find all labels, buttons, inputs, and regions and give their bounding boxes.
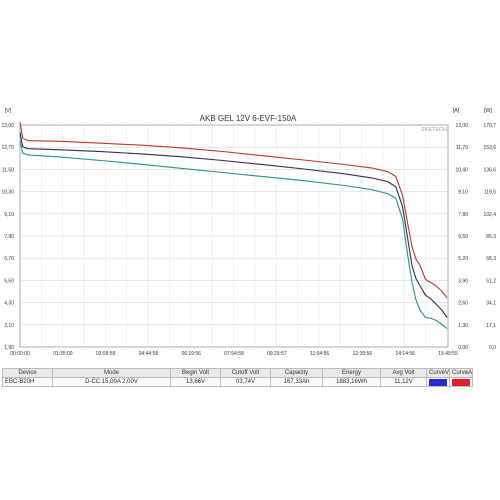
curve-a-color-swatch[interactable] bbox=[452, 378, 470, 386]
current-axis-tick-label: 13,00 bbox=[455, 123, 468, 129]
cell-energy: 1883,16Wh bbox=[322, 377, 381, 387]
current-axis-tick-label: 3,90 bbox=[458, 278, 468, 284]
cell-begin-volt: 13,66V bbox=[170, 377, 221, 387]
x-axis-tick-label: 12:39:56 bbox=[353, 351, 373, 357]
cell-cutoff-volt: 03,74V bbox=[220, 377, 271, 387]
cell-mode: D-CC 15,00A 2,00V bbox=[52, 377, 171, 387]
current-axis-tick-label: 11,70 bbox=[456, 145, 468, 151]
left-axis-tick-label: 13,00 bbox=[1, 123, 14, 129]
cell-device: EBC-B20H bbox=[2, 377, 53, 387]
info-table-row: EBC-B20H D-CC 15,00A 2,00V 13,66V 03,74V… bbox=[2, 377, 473, 387]
x-axis-tick-label: 07:54:58 bbox=[224, 351, 244, 357]
left-axis-tick-label: 3,10 bbox=[4, 323, 14, 329]
x-axis-tick-label: 01:35:00 bbox=[53, 351, 73, 357]
power-axis-tick-label: 119,5 bbox=[484, 190, 496, 196]
left-axis-tick-label: 10,30 bbox=[1, 190, 14, 196]
power-axis-tick-label: 34,1 bbox=[486, 301, 496, 307]
power-axis-tick-label: 0,0 bbox=[489, 345, 496, 351]
grid-layer bbox=[19, 124, 449, 348]
left-axis-tick-label: 12,70 bbox=[1, 145, 14, 151]
current-axis-tick-label: 10,40 bbox=[455, 167, 468, 173]
current-axis-tick-label: 2,60 bbox=[458, 301, 468, 307]
current-axis-tick-label: 7,80 bbox=[458, 212, 468, 218]
info-table: Device Mode Begin Volt Cutoff Volt Capac… bbox=[2, 368, 473, 387]
power-axis-tick-label: 17,1 bbox=[486, 323, 496, 329]
current-axis-unit: [A] bbox=[453, 108, 460, 114]
x-axis-tick-label: 14:14:56 bbox=[395, 351, 415, 357]
chart-title: AKB GEL 12V 6-EVF-150A bbox=[200, 114, 297, 123]
left-axis-tick-label: 11,50 bbox=[2, 167, 14, 173]
header-avg-volt: Avg Volt bbox=[380, 368, 427, 378]
header-begin-volt: Begin Volt bbox=[170, 368, 221, 378]
axis-layer: 13,00 13,00 170,7 12,70 11,70 153,6 11,50 10,40… bbox=[1, 123, 496, 357]
cell-curve-v-swatch[interactable] bbox=[426, 377, 450, 387]
power-axis-tick-label: 102,4 bbox=[483, 212, 496, 218]
left-axis-tick-label: 7,90 bbox=[4, 234, 14, 240]
header-capacity: Capacity bbox=[270, 368, 323, 378]
series-layer bbox=[19, 122, 448, 330]
current-axis-tick-label: 9,10 bbox=[458, 190, 468, 196]
x-axis-tick-label: 11:04:56 bbox=[310, 351, 329, 357]
series-line-2 bbox=[19, 132, 448, 318]
x-axis-tick-label: 03:09:59 bbox=[96, 351, 116, 357]
left-axis-tick-label: 6,70 bbox=[4, 256, 14, 262]
header-energy: Energy bbox=[322, 368, 381, 378]
power-axis-tick-label: 85,3 bbox=[486, 234, 496, 240]
left-axis-tick-label: 1,90 bbox=[4, 345, 14, 351]
header-curve-a: CurveA bbox=[449, 368, 473, 378]
left-axis-tick-label: 5,50 bbox=[4, 278, 14, 284]
power-axis-unit: [W] bbox=[484, 108, 493, 114]
series-line-3 bbox=[19, 140, 448, 330]
current-axis-tick-label: 5,20 bbox=[458, 256, 468, 262]
power-axis-tick-label: 51,2 bbox=[486, 278, 496, 284]
current-axis-tick-label: 6,50 bbox=[458, 234, 468, 240]
watermark: ZKETECH bbox=[421, 127, 447, 133]
x-axis-tick-label: 06:19:56 bbox=[181, 351, 201, 357]
x-axis-tick-label: 09:29:57 bbox=[267, 351, 287, 357]
left-axis-tick-label: 9,10 bbox=[4, 212, 14, 218]
current-axis-tick-label: 0,00 bbox=[458, 345, 468, 351]
x-axis-tick-label: 04:44:58 bbox=[139, 351, 159, 357]
power-axis-tick-label: 153,6 bbox=[483, 145, 496, 151]
cell-capacity: 167,33Ah bbox=[270, 377, 323, 387]
cell-curve-a-swatch[interactable] bbox=[449, 377, 473, 387]
x-axis-tick-label: 00:00:00 bbox=[10, 351, 30, 357]
current-axis-tick-label: 1,30 bbox=[458, 323, 468, 329]
left-axis-tick-label: 4,30 bbox=[4, 301, 14, 307]
header-curve-v: CurveV bbox=[426, 368, 450, 378]
header-cutoff-volt: Cutoff Volt bbox=[220, 368, 271, 378]
cell-avg-volt: 11,12V bbox=[380, 377, 427, 387]
x-axis-tick-label: 15:49:55 bbox=[438, 351, 458, 357]
header-mode: Mode bbox=[52, 368, 171, 378]
left-axis-unit: [V] bbox=[5, 108, 12, 114]
power-axis-tick-label: 136,6 bbox=[483, 167, 496, 173]
series-line-1 bbox=[19, 122, 448, 299]
curve-v-color-swatch[interactable] bbox=[429, 378, 447, 386]
power-axis-tick-label: 68,3 bbox=[486, 256, 496, 262]
power-axis-tick-label: 170,7 bbox=[483, 123, 496, 129]
header-device: Device bbox=[2, 368, 53, 378]
info-table-header-row: Device Mode Begin Volt Cutoff Volt Capac… bbox=[2, 368, 473, 378]
